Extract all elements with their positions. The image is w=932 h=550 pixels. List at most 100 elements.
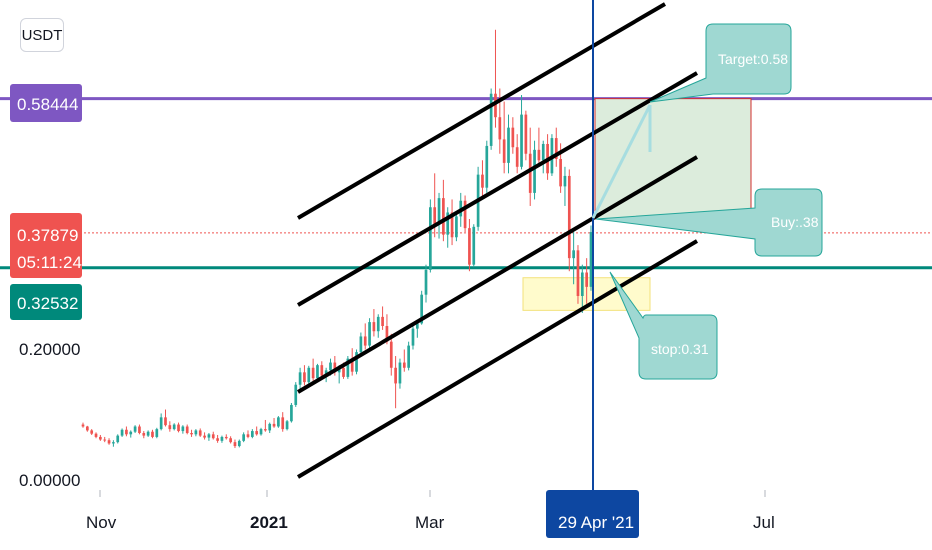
last-price-tag-text: 0.37879 [17,226,78,245]
stop-callout[interactable]: stop:0.31 [609,271,718,380]
candle [242,432,245,443]
candle-body [94,433,98,437]
candle [511,117,515,154]
candle [398,358,402,389]
candle-body [281,417,285,430]
candle [576,245,580,304]
candlestick-series [81,29,593,449]
candle [129,430,133,438]
candle-body [329,362,332,371]
candle-body [415,323,419,329]
candle [311,358,315,381]
target-price-tag[interactable]: 0.58444 [10,84,82,122]
candle [524,110,528,161]
channel-line-3[interactable] [296,155,699,394]
candle-body [185,426,189,434]
candle-body [381,316,384,327]
target-callout-label: Target:0.58 [718,51,788,67]
candle-body [125,429,128,435]
candle [355,349,358,375]
candle-body [264,429,267,431]
candle-body [502,139,506,163]
candle-body [207,434,211,438]
candle-body [85,426,89,431]
candle [394,356,397,409]
candle [220,435,224,443]
candle-body [385,326,389,342]
candle-body [203,435,206,438]
buy-callout[interactable]: Buy:.38 [595,188,823,257]
candle-body [563,175,567,187]
candle [402,349,406,372]
candle-body [237,440,241,447]
candle-body [168,425,172,430]
candle [172,423,176,431]
candle-body [541,143,545,161]
candle [537,127,541,167]
x-axis-label-nov: Nov [86,513,117,532]
candle-body [411,328,415,346]
candle [99,434,102,441]
candle-body [133,426,137,432]
candle [520,95,523,170]
candle [455,211,458,242]
candle [442,179,445,242]
candle-body [155,429,159,437]
candle [290,403,293,423]
candle [411,324,415,350]
candle-body [433,207,437,225]
candle-body [524,114,528,154]
target-price-tag-bg [10,84,82,122]
x-axis-label-2021: 2021 [250,513,288,532]
channel-line-1[interactable] [296,2,667,220]
crosshair-date-tag-bg [546,490,639,538]
candle [294,382,298,407]
candle [94,432,98,439]
candle-body [520,114,523,167]
candle [181,425,185,434]
candle-body [576,250,580,296]
candle [233,439,237,449]
channel-line-4[interactable] [296,239,699,479]
currency-selector-button[interactable]: USDT [20,18,64,52]
support-price-tag-bg [10,284,82,320]
candle [246,430,250,439]
target-callout[interactable]: Target:0.58 [649,23,792,103]
candle-body [333,362,337,373]
candle-body [190,433,193,435]
channel-line-2[interactable] [296,71,699,307]
candle-body [424,269,428,295]
candle-body [146,431,150,436]
candle-body [567,175,571,259]
candle-body [116,435,120,443]
candle [589,225,593,291]
candle [259,427,263,436]
candle-body [138,426,141,434]
target-price-tag-text: 0.58444 [17,95,78,114]
last-price-tag[interactable]: 0.37879 05:11:24 [10,213,82,278]
candle-body [572,250,575,259]
candle-body [233,442,237,447]
support-price-tag[interactable]: 0.32532 [10,284,82,320]
candle [203,432,206,440]
countdown-text: 05:11:24 [17,253,82,272]
candle [103,436,107,443]
candle [541,140,545,174]
candle [85,425,89,432]
candle-body [368,322,371,346]
candle [554,127,558,167]
candle [585,258,589,304]
candle-body [350,358,354,372]
candle [112,440,115,447]
candle [468,219,471,272]
candle [224,434,228,440]
candle [268,422,272,434]
parallel-channel[interactable] [296,2,699,479]
candle [133,425,137,434]
candle-body [450,212,454,238]
candle-body [320,365,324,376]
candle-body [107,440,111,444]
candle-body [324,370,328,376]
candle-body [290,404,293,422]
